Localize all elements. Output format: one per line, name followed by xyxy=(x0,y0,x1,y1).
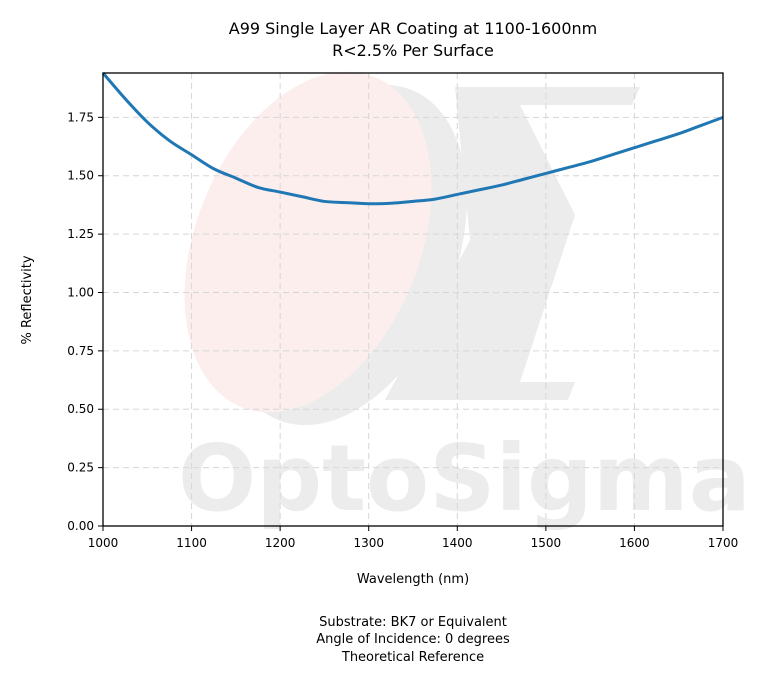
footer-substrate: Substrate: BK7 or Equivalent xyxy=(319,615,507,630)
y-tick-label: 0.50 xyxy=(67,402,94,416)
y-tick-label: 1.50 xyxy=(67,169,94,183)
watermark-text: OptoSigma xyxy=(178,425,751,532)
y-tick-label: 0.00 xyxy=(67,519,94,533)
reflectivity-line xyxy=(101,72,724,206)
watermark-ellipse xyxy=(184,71,432,413)
chart-title: A99 Single Layer AR Coating at 1100-1600… xyxy=(229,19,597,38)
y-tick-label: 0.75 xyxy=(67,344,94,358)
y-tick-label: 0.25 xyxy=(67,461,94,475)
watermark-logo: OptoSigma xyxy=(178,71,751,532)
y-tick-label: 1.00 xyxy=(67,285,94,299)
x-tick-label: 1000 xyxy=(88,536,119,550)
x-tick-label: 1200 xyxy=(265,536,296,550)
x-tick-label: 1500 xyxy=(531,536,562,550)
y-axis: 0.00 0.25 0.50 0.75 1.00 1.25 1.50 1.75 xyxy=(67,110,103,533)
x-tick-label: 1600 xyxy=(619,536,650,550)
x-tick-label: 1300 xyxy=(353,536,384,550)
footer-reference: Theoretical Reference xyxy=(341,650,484,665)
footer-angle: Angle of Incidence: 0 degrees xyxy=(316,632,510,647)
series-layer xyxy=(101,72,724,206)
y-axis-label: % Reflectivity xyxy=(20,255,35,344)
watermark-sigma xyxy=(385,87,640,400)
x-axis-label: Wavelength (nm) xyxy=(357,572,469,587)
gridlines xyxy=(103,73,723,526)
x-tick-label: 1700 xyxy=(708,536,739,550)
y-tick-label: 1.75 xyxy=(67,110,94,124)
x-axis: 1000 1100 1200 1300 1400 1500 1600 1700 xyxy=(88,526,739,550)
x-tick-label: 1100 xyxy=(176,536,207,550)
chart-subtitle: R<2.5% Per Surface xyxy=(332,41,494,60)
plot-frame xyxy=(102,72,724,527)
y-tick-label: 1.25 xyxy=(67,227,94,241)
x-tick-label: 1400 xyxy=(442,536,473,550)
